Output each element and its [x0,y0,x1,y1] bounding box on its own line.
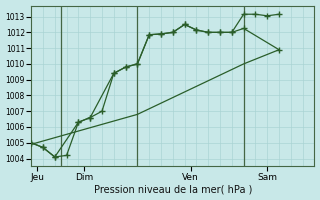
X-axis label: Pression niveau de la mer( hPa ): Pression niveau de la mer( hPa ) [94,184,252,194]
